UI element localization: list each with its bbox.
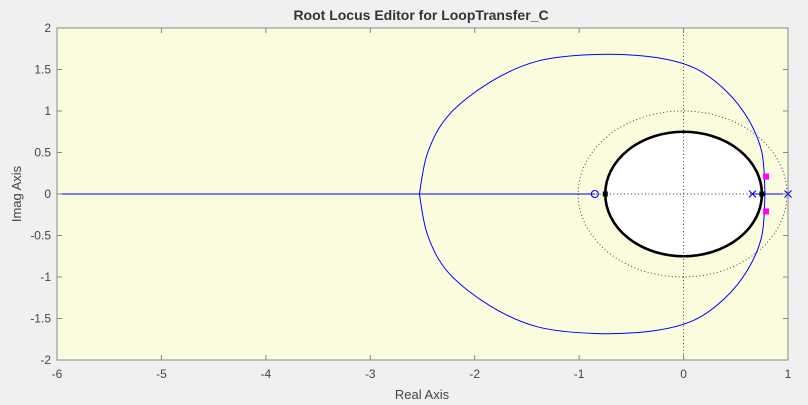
y-tick-label: -0.5	[30, 229, 51, 243]
locus-branch-lower	[418, 193, 766, 335]
y-tick-label: 1	[44, 104, 51, 118]
x-tick-label: -6	[52, 367, 63, 381]
zero-marker[interactable]	[590, 189, 599, 199]
black-marker[interactable]	[759, 191, 765, 197]
x-tick-label: -2	[469, 367, 480, 381]
black-marker[interactable]	[602, 191, 608, 197]
x-tick-label: -3	[365, 367, 376, 381]
axis-layer: -6 -5 -4 -3 -2 -1 0 1 2 1.5 1 0.5 0 -0.5 -1 -1.5 -2	[30, 21, 791, 381]
closed-loop-pole-marker[interactable]	[763, 208, 770, 215]
x-tick-label: 1	[785, 367, 792, 381]
y-tick-label: 2	[44, 21, 51, 35]
y-axis-label: Imag Axis	[9, 165, 24, 222]
y-tick-label: -2	[40, 353, 51, 367]
closed-loop-pole-marker[interactable]	[763, 173, 770, 180]
y-tick-label: 0.5	[34, 146, 51, 160]
pole-marker[interactable]	[748, 190, 757, 198]
y-tick-label: -1.5	[30, 312, 51, 326]
y-tick-label: 1.5	[34, 63, 51, 77]
x-tick-label: -5	[156, 367, 167, 381]
x-tick-label: -4	[261, 367, 272, 381]
x-tick-label: 0	[680, 367, 687, 381]
chart-title: Root Locus Editor for LoopTransfer_C	[293, 7, 548, 23]
y-tick-label: -1	[40, 270, 51, 284]
locus-branch-upper	[418, 53, 766, 195]
y-tick-label: 0	[44, 187, 51, 201]
x-axis-label: Real Axis	[395, 387, 450, 402]
x-tick-label: -1	[574, 367, 585, 381]
